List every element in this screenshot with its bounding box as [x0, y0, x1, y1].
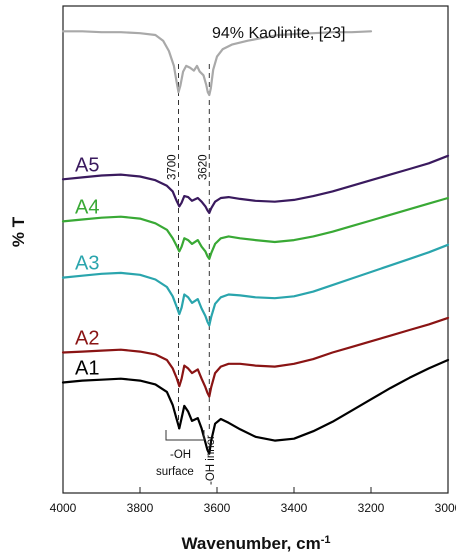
annotation-oh-surface-line2: surface: [156, 466, 194, 478]
annotation-oh-inner: -OH inner: [205, 435, 217, 485]
x-tick-label: 3200: [358, 501, 385, 515]
x-ticks: 4000 3800 3600 3400 3200 3000: [50, 487, 456, 515]
x-tick-label: 3800: [127, 501, 154, 515]
y-axis-title: % T: [9, 216, 28, 247]
x-tick-label: 3000: [435, 501, 456, 515]
series-label: A3: [75, 253, 99, 275]
peak-marker-label: 3620: [197, 154, 209, 180]
x-axis-title-superscript: -1: [321, 534, 331, 546]
x-axis-title-main: Wavenumber, cm: [182, 534, 321, 553]
series-line-4: [61, 358, 450, 455]
x-axis-title: Wavenumber, cm-1: [182, 534, 331, 553]
series-line-0: [61, 154, 450, 215]
series-label: A2: [75, 328, 99, 350]
x-tick-label: 4000: [50, 501, 77, 515]
plot-frame: [62, 5, 449, 494]
series-labels: A5 A4 A3 A2 A1: [75, 154, 99, 379]
annotation-oh-surface-line1: -OH: [170, 449, 191, 461]
series-lines: [61, 30, 450, 455]
x-tick-label: 3400: [281, 501, 308, 515]
series-label: A4: [75, 196, 99, 218]
x-tick-label: 3600: [204, 501, 231, 515]
series-label: A5: [75, 154, 99, 176]
peak-marker-label: 3700: [167, 154, 179, 180]
series-line-5: [61, 30, 373, 97]
series-label: A1: [75, 357, 99, 379]
oh-surface-bracket: [165, 430, 205, 441]
series-line-3: [61, 316, 450, 398]
chart-title: 94% Kaolinite, [23]: [212, 25, 345, 42]
series-line-1: [61, 196, 450, 260]
series-line-2: [61, 243, 450, 327]
